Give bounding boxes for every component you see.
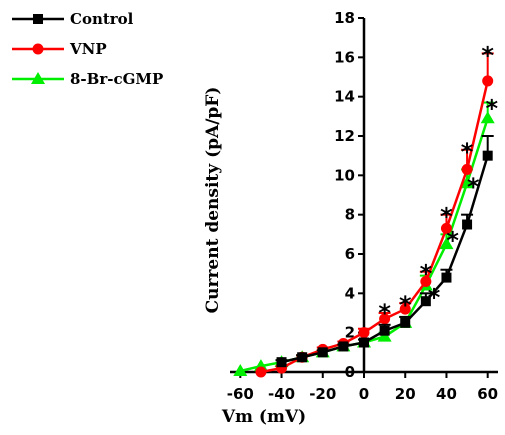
data-point [358,327,370,339]
legend-marker [33,14,43,24]
data-point [460,176,475,189]
legend-label: Control [70,10,134,28]
y-tick-label: 4 [345,284,355,302]
x-tick-label: -40 [268,385,295,403]
data-point [461,163,473,175]
y-tick-label: 14 [334,88,355,106]
y-tick-label: 8 [345,206,355,224]
significance-star: * [440,203,453,231]
significance-star: * [428,283,441,311]
legend-label: VNP [69,40,107,58]
data-point [400,317,411,328]
legend-marker [31,72,45,84]
data-point [359,337,369,348]
x-tick-label: 0 [359,385,369,403]
data-point [379,313,391,325]
significance-star: * [446,226,459,254]
significance-star: * [481,41,494,69]
data-point [440,222,452,234]
x-tick-label: 40 [436,385,457,403]
x-tick-label: 60 [477,385,498,403]
significance-star: * [420,260,433,288]
data-point [420,296,431,307]
x-tick-label: 20 [395,385,416,403]
y-axis-title: Current density (pA/pF) [203,87,223,314]
data-point [379,325,390,336]
y-tick-label: 12 [334,127,355,145]
legend-marker [32,43,44,55]
y-tick-label: 0 [345,363,355,381]
x-axis-title: Vm (mV) [221,407,306,427]
data-point [482,150,493,161]
data-point [420,276,432,288]
data-point [276,357,287,368]
data-point [317,347,328,358]
x-tick-label: -60 [227,385,254,403]
significance-star: * [486,95,499,123]
y-tick-label: 10 [334,166,355,184]
legend-label: 8-Br-cGMP [70,70,163,88]
data-point [297,352,308,363]
y-tick-label: 18 [334,9,355,27]
data-point [233,364,248,377]
y-tick-label: 6 [345,245,355,263]
data-point [338,341,349,352]
significance-star: * [467,173,480,201]
y-tick-label: 16 [334,48,355,66]
data-point [439,237,454,250]
data-point [399,303,411,315]
significance-star: * [399,291,412,319]
data-point [255,366,267,378]
data-point [441,272,452,283]
data-point [480,111,495,124]
y-tick-label: 2 [345,324,355,342]
x-tick-label: -20 [309,385,336,403]
data-point [462,219,473,230]
significance-star: * [378,299,391,327]
data-point [482,75,494,87]
significance-star: * [461,138,474,166]
